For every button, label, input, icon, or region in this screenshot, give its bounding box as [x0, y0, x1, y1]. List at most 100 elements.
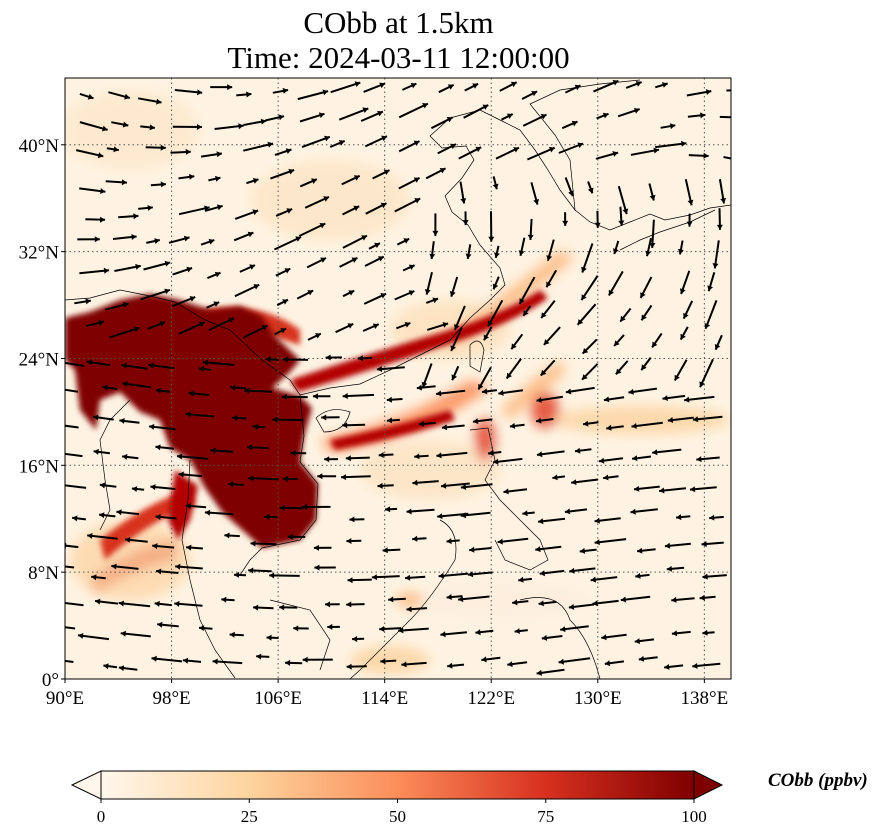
wind-arrow: [487, 450, 502, 456]
wind-arrow: [579, 547, 597, 554]
wind-arrow: [633, 485, 660, 492]
wind-arrow: [147, 321, 166, 330]
wind-arrow: [365, 202, 387, 215]
wind-arrow: [77, 236, 100, 243]
wind-arrow: [546, 239, 555, 261]
wind-arrow: [574, 447, 592, 454]
lon-tick-label: 138°E: [681, 688, 729, 709]
wind-arrow: [576, 303, 597, 326]
wind-arrow: [137, 97, 162, 105]
wind-arrow: [244, 387, 273, 394]
wind-arrow: [598, 457, 624, 464]
wind-arrow: [275, 208, 293, 217]
wind-arrow: [250, 540, 277, 547]
wind-arrow: [65, 388, 79, 393]
wind-arrow: [124, 536, 148, 543]
wind-arrow: [119, 418, 140, 424]
wind-arrow: [224, 532, 240, 539]
wind-arrow: [174, 89, 203, 96]
wind-arrow: [692, 662, 721, 669]
wind-arrow: [178, 173, 195, 180]
wind-arrow: [687, 112, 706, 119]
wind-arrow: [558, 142, 584, 154]
wind-arrow: [689, 486, 717, 493]
wind-arrow: [469, 546, 492, 553]
wind-arrow: [287, 533, 306, 540]
wind-arrow: [77, 633, 110, 641]
wind-arrow: [594, 210, 601, 228]
wind-arrow: [172, 266, 193, 276]
colorbar-extend-high: [693, 770, 724, 800]
wind-arrow: [412, 535, 427, 542]
wind-arrow: [382, 547, 401, 554]
wind-arrow: [118, 600, 151, 608]
wind-arrow: [440, 482, 470, 489]
wind-arrow: [65, 626, 76, 630]
wind-arrow: [493, 457, 523, 465]
wind-arrow: [723, 156, 731, 160]
wind-arrow: [580, 275, 599, 301]
wind-arrow: [239, 264, 256, 273]
wind-arrow: [246, 444, 269, 451]
wind-arrow: [514, 628, 528, 634]
wind-arrow: [648, 183, 656, 201]
figure-title: CObb at 1.5km: [303, 5, 494, 40]
wind-arrow: [497, 537, 529, 545]
wind-arrow: [704, 300, 718, 330]
wind-arrow: [494, 245, 500, 259]
wind-arrow: [65, 361, 85, 367]
colorbar: 0 25 50 75 100: [70, 770, 724, 826]
wind-arrow: [679, 326, 689, 341]
wind-arrow: [660, 123, 676, 130]
wind-arrow: [234, 209, 259, 220]
wind-arrow: [432, 213, 439, 236]
wind-arrow: [148, 362, 175, 370]
wind-arrow: [613, 334, 625, 347]
wind-arrow: [188, 390, 210, 397]
wind-arrow: [702, 629, 715, 636]
wind-arrow: [522, 510, 535, 517]
wind-arrow: [264, 513, 278, 520]
wind-arrow: [631, 455, 652, 462]
wind-arrow: [270, 168, 295, 180]
colorbar-tick-label: 100: [681, 807, 707, 826]
wind-arrow: [561, 120, 578, 130]
wind-arrow: [430, 116, 454, 130]
wind-arrow: [122, 381, 151, 389]
wind-arrow: [143, 260, 171, 271]
wind-arrow: [530, 182, 540, 205]
wind-arrow: [483, 326, 493, 341]
wind-arrow: [449, 276, 459, 297]
wind-arrow: [368, 242, 381, 250]
wind-arrow: [324, 456, 339, 463]
wind-arrow: [324, 601, 340, 608]
wind-arrow: [273, 236, 302, 251]
wind-arrow: [304, 195, 330, 209]
wind-arrow: [338, 107, 369, 121]
wind-arrow: [274, 327, 287, 336]
wind-arrow: [604, 660, 625, 667]
wind-arrow: [233, 231, 254, 242]
wind-arrow: [340, 474, 371, 481]
wind-arrow: [603, 396, 625, 403]
wind-arrow: [185, 411, 215, 418]
wind-arrow: [275, 267, 291, 277]
wind-arrow: [116, 509, 140, 516]
wind-arrow: [276, 298, 289, 307]
wind-arrow: [386, 417, 400, 424]
wind-arrow: [509, 422, 525, 429]
wind-arrow: [702, 573, 727, 580]
wind-arrow: [246, 178, 259, 185]
wind-arrow: [104, 301, 129, 311]
wind-arrow: [538, 600, 557, 607]
colorbar-label: CObb (ppbv): [768, 770, 868, 791]
wind-arrow: [140, 288, 171, 301]
wind-arrow: [75, 149, 104, 159]
lon-tick-label: 98°E: [152, 688, 190, 709]
lon-tick-label: 106°E: [254, 688, 302, 709]
wind-arrow: [204, 204, 223, 212]
wind-arrow: [93, 448, 111, 455]
lon-tick-label: 122°E: [467, 688, 515, 709]
wind-arrow: [172, 124, 203, 130]
